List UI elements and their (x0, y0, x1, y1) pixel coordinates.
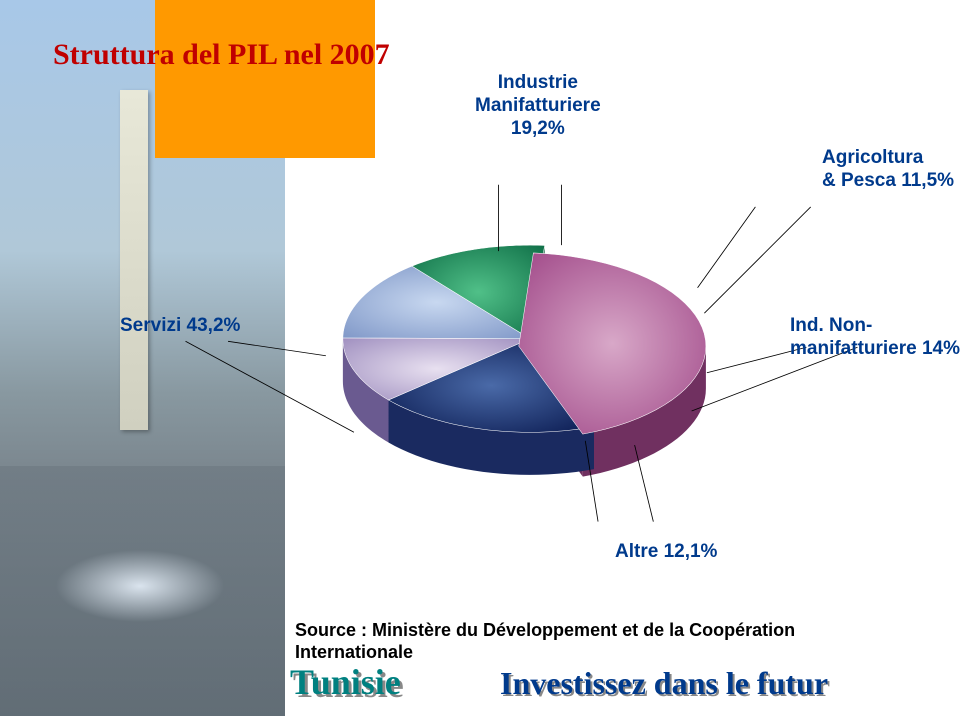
label-agricoltura: Agricoltura & Pesca 11,5% (822, 147, 954, 193)
label-industrie-line2: Manifatturiere (475, 95, 601, 116)
footer-tunisie-front: Tunisie (290, 661, 401, 703)
page-title: Struttura del PIL nel 2007 (53, 38, 390, 72)
label-industrie: Industrie Manifatturiere 19,2% (475, 72, 601, 140)
label-agricoltura-line2: & Pesca 11,5% (822, 170, 954, 191)
label-nonmanif-line1: Ind. Non- (790, 315, 872, 336)
label-servizi: Servizi 43,2% (120, 315, 240, 338)
label-nonmanif: Ind. Non- manifatturiere 14% (790, 315, 960, 361)
pie-svg (160, 120, 900, 600)
label-agricoltura-line1: Agricoltura (822, 147, 923, 168)
source-text: Source : Ministère du Développement et d… (295, 620, 915, 663)
pie-chart (160, 120, 900, 600)
label-industrie-pct: 19,2% (511, 118, 565, 139)
footer-slogan-front: Investissez dans le futur (500, 665, 828, 702)
label-altre: Altre 12,1% (615, 541, 717, 564)
label-nonmanif-line2: manifatturiere 14% (790, 338, 960, 359)
label-industrie-line1: Industrie (498, 72, 578, 93)
